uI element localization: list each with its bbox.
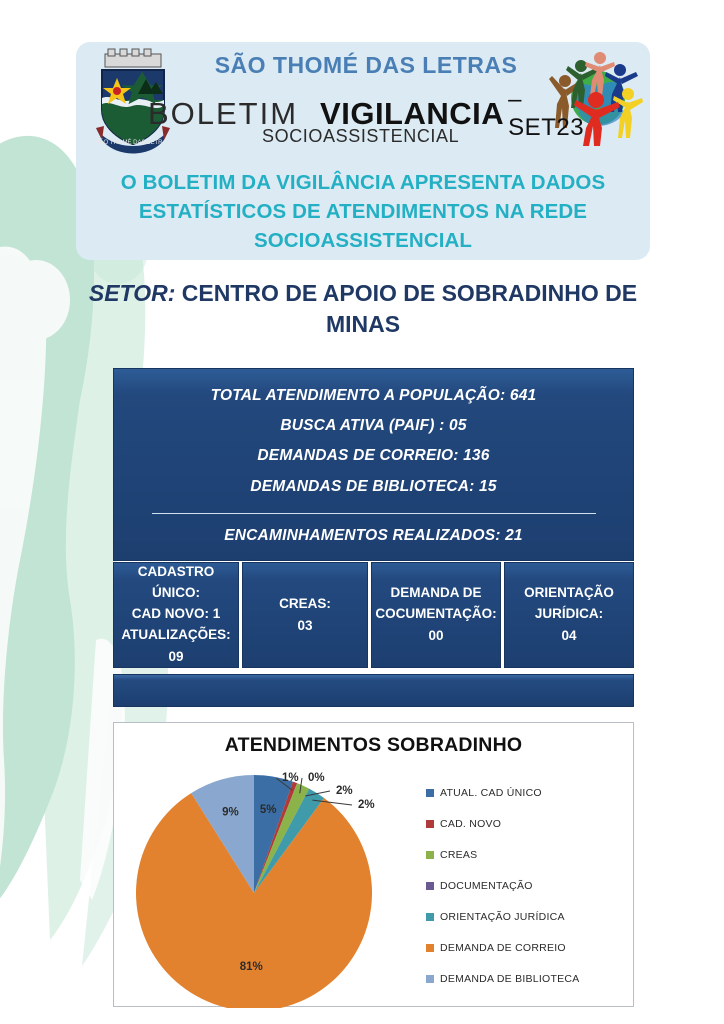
box-cadastro-unico-atualizacoes: ATUALIZAÇÕES: (121, 626, 231, 642)
legend-swatch (426, 913, 434, 921)
brasao-icon: SÃO THOMÉ DAS LETRAS (96, 48, 171, 154)
globo-pessoas-icon (549, 52, 643, 146)
pie-slice (254, 775, 293, 893)
legend-swatch (426, 820, 434, 828)
pie-leader-line (305, 790, 331, 797)
legend-swatch (426, 789, 434, 797)
box-cadastro-unico: CADASTRO ÚNICO: CAD NOVO: 1 ATUALIZAÇÕES… (113, 562, 239, 668)
pie-leader-lines (275, 777, 353, 806)
box-creas-label: CREAS: (279, 595, 331, 611)
pie-percent-label: 1% (282, 772, 299, 784)
setor-label: SETOR: (88, 280, 176, 306)
legend-item: CAD. NOVO (426, 818, 626, 830)
legend-label: CREAS (440, 849, 478, 861)
summary-boxes: CADASTRO ÚNICO: CAD NOVO: 1 ATUALIZAÇÕES… (113, 562, 634, 668)
legend-item: DEMANDA DE BIBLIOTECA (426, 973, 626, 985)
pie-slice (254, 788, 325, 893)
box-creas: CREAS: 03 (242, 562, 368, 668)
pie-chart: 5% 1% 0% 2% 2% 81% 9% (122, 763, 422, 1008)
box-cadastro-unico-line2: ÚNICO: (152, 585, 200, 601)
setor-value: CENTRO DE APOIO DE SOBRADINHO DE MINAS (181, 280, 638, 337)
legend-label: DOCUMENTAÇÃO (440, 880, 533, 892)
legend-item: CREAS (426, 849, 626, 861)
box-demanda-documentacao-line1: DEMANDA DE (390, 585, 482, 601)
box-orientacao-juridica-line1: ORIENTAÇÃO (524, 585, 614, 601)
pie-leader-line (275, 777, 293, 791)
legend-label: ORIENTAÇÃO JURÍDICA (440, 911, 565, 923)
legend-item: DEMANDA DE CORREIO (426, 942, 626, 954)
banner-city-name: SÃO THOMÉ DAS LETRAS (214, 52, 518, 78)
box-creas-value: 03 (297, 617, 313, 633)
pie-percent-labels: 5% 1% 0% 2% 2% 81% 9% (222, 772, 374, 973)
chart-card: ATENDIMENTOS SOBRADINHO 5% 1% 0% 2% 2% 81% 9% … (113, 722, 634, 1008)
legend-label: CAD. NOVO (440, 818, 502, 830)
pie-percent-label: 2% (358, 799, 375, 811)
pie-percent-label: 0% (308, 772, 325, 784)
chart-legend: ATUAL. CAD ÚNICO CAD. NOVO CREAS DOCUMENTAÇ… (426, 787, 626, 1004)
legend-item: ORIENTAÇÃO JURÍDICA (426, 911, 626, 923)
empty-blue-bar (113, 674, 634, 707)
legend-item: DOCUMENTAÇÃO (426, 880, 626, 892)
pie-slice (254, 781, 298, 893)
banner-period: – SET23 (508, 86, 585, 141)
legend-swatch (426, 944, 434, 952)
stat-line-demandas-biblioteca: DEMANDAS DE BIBLIOTECA: 15 (250, 477, 497, 495)
banner-title-row: BOLETIM VIGILANCIA – SET23 (148, 86, 584, 142)
legend-label: ATUAL. CAD ÚNICO (440, 787, 542, 799)
legend-swatch (426, 882, 434, 890)
pie-percent-label: 81% (240, 961, 263, 973)
box-orientacao-juridica-line2: JURÍDICA: (534, 606, 604, 622)
legend-item: ATUAL. CAD ÚNICO (426, 787, 626, 799)
pie-chart-svg: 5% 1% 0% 2% 2% 81% 9% (136, 772, 375, 1008)
box-cadastro-unico-cad-novo: CAD NOVO: 1 (131, 606, 221, 622)
box-demanda-documentacao: DEMANDA DE COCUMENTAÇÃO: 00 (371, 562, 501, 668)
stat-line-demandas-correio: DEMANDAS DE CORREIO: 136 (257, 447, 490, 465)
banner-subtitle: SOCIOASSISTENCIAL (262, 126, 460, 146)
pie-slice (254, 783, 310, 893)
legend-swatch (426, 975, 434, 983)
chart-body: 5% 1% 0% 2% 2% 81% 9% ATUAL. CAD ÚNICO CAD. NOV… (114, 761, 633, 1008)
header-banner: SÃO THOMÉ DAS LETRAS (76, 42, 650, 260)
setor-line: SETOR: CENTRO DE APOIO DE SOBRADINHO DE … (82, 278, 644, 339)
banner-boletim-word: BOLETIM (147, 96, 299, 131)
box-demanda-documentacao-value: 00 (428, 627, 444, 643)
banner-vigilancia-word: VIGILANCIA (320, 96, 505, 131)
box-orientacao-juridica-value: 04 (561, 627, 577, 643)
stat-line-total: TOTAL ATENDIMENTO A POPULAÇÃO: 641 (210, 387, 537, 404)
pie-slices (136, 775, 372, 1008)
pie-slice (191, 775, 254, 893)
pie-leader-line (299, 777, 303, 794)
pie-percent-label: 5% (260, 804, 277, 816)
pie-percent-label: 9% (222, 806, 239, 818)
pie-slice (136, 793, 372, 1008)
chart-title: ATENDIMENTOS SOBRADINHO (224, 734, 523, 756)
stat-line-encaminhamentos: ENCAMINHAMENTOS REALIZADOS: 21 (224, 526, 523, 544)
legend-label: DEMANDA DE CORREIO (440, 942, 566, 954)
pie-leader-line (312, 799, 353, 806)
box-demanda-documentacao-line2: COCUMENTAÇÃO: (375, 606, 497, 622)
box-cadastro-unico-line1: CADASTRO (137, 564, 215, 580)
banner-description: O BOLETIM DA VIGILÂNCIA APRESENTA DADOS … (120, 171, 606, 253)
legend-label: DEMANDA DE BIBLIOTECA (440, 973, 580, 985)
box-orientacao-juridica: ORIENTAÇÃO JURÍDICA: 04 (504, 562, 634, 668)
pie-percent-label: 2% (336, 785, 353, 797)
stats-panel: TOTAL ATENDIMENTO A POPULAÇÃO: 641 BUSCA… (113, 368, 634, 561)
stats-divider (151, 512, 596, 514)
svg-text:SÃO THOMÉ DAS LETRAS: SÃO THOMÉ DAS LETRAS (96, 139, 171, 146)
stat-line-busca-ativa: BUSCA ATIVA (PAIF) : 05 (280, 417, 467, 435)
legend-swatch (426, 851, 434, 859)
box-cadastro-unico-atualizacoes-value: 09 (168, 648, 184, 664)
